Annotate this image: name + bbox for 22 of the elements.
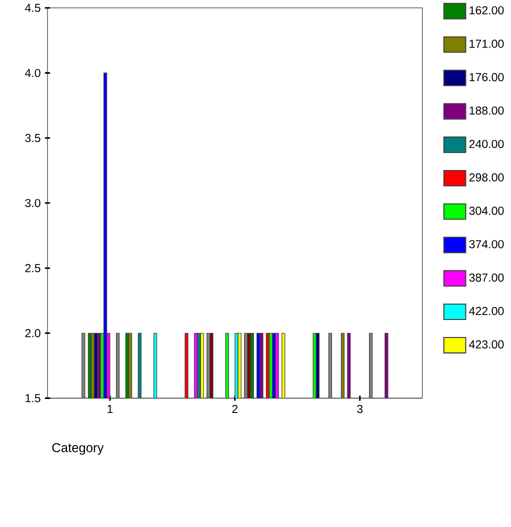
legend-label: 176.00 [470,73,504,82]
legend-label: 387.00 [469,273,504,282]
y-tick-label: 3.5 [25,134,41,142]
x-axis-title: Category [52,443,104,455]
legend-label: 240.00 [470,140,504,148]
y-tick-label: 2.0 [26,329,41,338]
legend-label: 171.00 [470,40,504,48]
y-tick-label: 4.0 [25,68,41,78]
legend-label: 298.00 [470,173,504,182]
x-tick-label: 2 [232,404,238,413]
legend-label: 423.00 [469,340,504,349]
y-tick-label: 1.5 [26,394,41,402]
legend-label: 304.00 [469,206,504,215]
y-tick-label: 3.0 [25,198,41,208]
legend-label: 162.00 [470,6,504,14]
y-tick-label: 4.5 [25,4,41,12]
legend-label: 374.00 [469,240,504,248]
legend-label: 422.00 [469,306,504,316]
x-tick-label: 3 [357,404,363,414]
legend-label: 188.00 [470,106,504,115]
x-tick-label: 1 [108,404,113,413]
y-tick-label: 2.5 [26,264,41,272]
